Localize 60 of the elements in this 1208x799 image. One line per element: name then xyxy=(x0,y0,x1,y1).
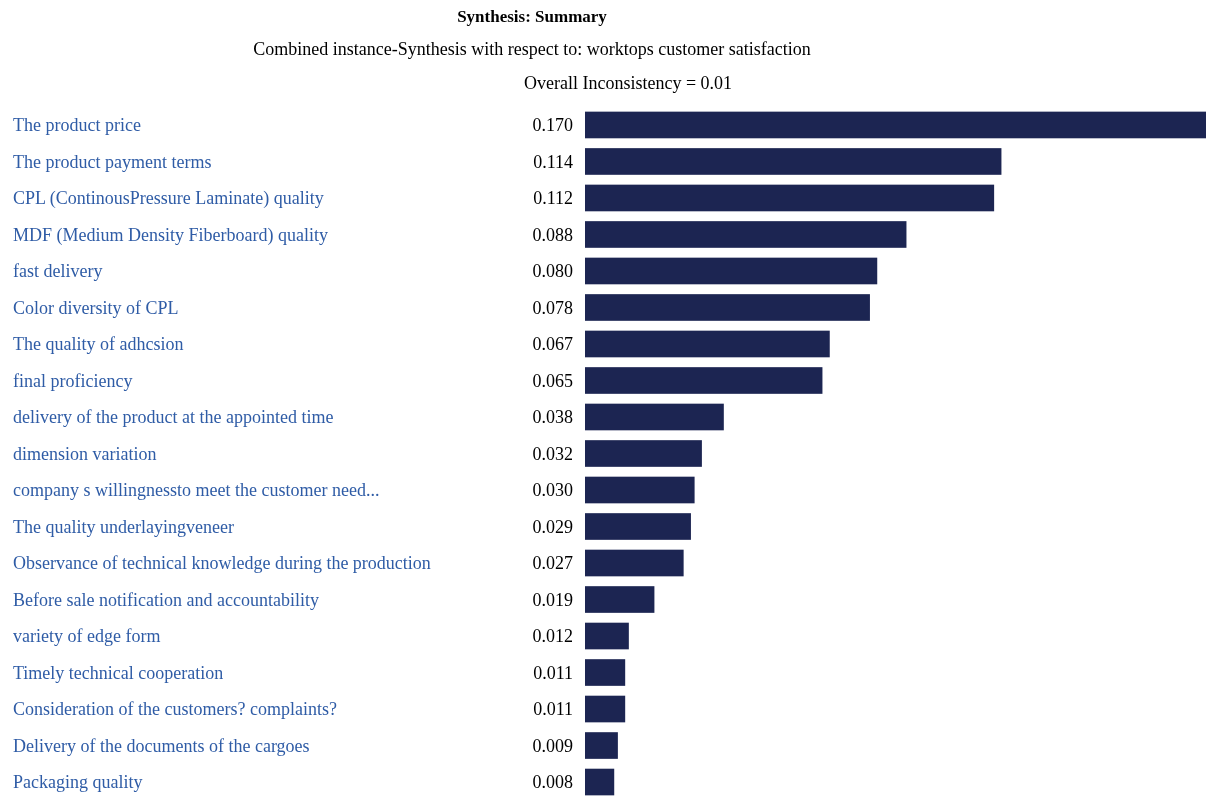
bar xyxy=(585,330,830,358)
data-label: 0.029 xyxy=(532,516,573,537)
bar xyxy=(585,440,702,467)
y-tick-label: The product price xyxy=(13,115,141,136)
bar xyxy=(585,257,878,285)
y-tick-label: The product payment terms xyxy=(13,151,212,172)
bar xyxy=(585,294,870,321)
y-tick-label: delivery of the product at the appointed time xyxy=(13,407,334,428)
data-label: 0.078 xyxy=(532,297,573,318)
y-tick-label: Before sale notification and accountability xyxy=(13,589,319,610)
bar xyxy=(585,476,695,504)
data-label: 0.027 xyxy=(532,553,573,574)
bar xyxy=(585,513,691,540)
data-label: 0.088 xyxy=(532,224,573,245)
data-label: 0.080 xyxy=(532,261,573,282)
data-label: 0.114 xyxy=(533,151,573,172)
y-tick-label: Timely technical cooperation xyxy=(13,662,224,683)
y-tick-label: company s willingnessto meet the customer need... xyxy=(13,480,380,501)
y-tick-label: dimension variation xyxy=(13,443,157,464)
y-tick-label: MDF (Medium Density Fiberboard) quality xyxy=(13,224,328,246)
bar xyxy=(585,184,995,212)
bar xyxy=(585,403,724,431)
data-label: 0.008 xyxy=(532,772,573,793)
bar xyxy=(585,549,684,577)
bar xyxy=(585,221,907,248)
bar xyxy=(585,622,629,650)
y-tick-label: Delivery of the documents of the cargoes xyxy=(13,735,310,756)
data-label: 0.065 xyxy=(532,370,573,391)
bar xyxy=(585,367,823,394)
bar xyxy=(585,732,618,759)
bar xyxy=(585,695,626,723)
data-label: 0.067 xyxy=(532,334,573,355)
y-tick-label: final proficiency xyxy=(13,370,133,391)
data-label: 0.011 xyxy=(533,699,573,720)
y-tick-label: fast delivery xyxy=(13,261,103,282)
data-label: 0.170 xyxy=(532,115,573,136)
y-tick-label: Color diversity of CPL xyxy=(13,297,179,318)
y-tick-label: variety of edge form xyxy=(13,626,161,647)
y-tick-label: Packaging quality xyxy=(13,772,143,793)
bar xyxy=(585,148,1002,175)
bar xyxy=(585,659,626,686)
data-label: 0.011 xyxy=(533,662,573,683)
data-label: 0.012 xyxy=(532,626,573,647)
chart-title: Synthesis: Summary xyxy=(457,7,608,26)
data-label: 0.030 xyxy=(532,480,573,501)
y-tick-label: CPL (ContinousPressure Laminate) quality xyxy=(13,188,324,210)
chart-subtitle: Combined instance-Synthesis with respect to: worktops customer satisfaction xyxy=(253,39,811,59)
bar xyxy=(585,586,655,613)
data-label: 0.112 xyxy=(533,188,573,209)
data-label: 0.009 xyxy=(532,735,573,756)
y-tick-label: Consideration of the customers? complaints? xyxy=(13,699,337,720)
text: Overall Inconsistency = 0.01 xyxy=(523,73,733,93)
bar xyxy=(585,768,615,796)
y-tick-label: The quality of adhcsion xyxy=(13,334,184,355)
data-label: 0.032 xyxy=(532,443,573,464)
y-tick-label: Observance of technical knowledge during the production xyxy=(13,553,431,574)
y-tick-label: The quality underlayingveneer xyxy=(13,516,234,537)
bar xyxy=(585,111,1206,139)
data-label: 0.019 xyxy=(532,589,573,610)
data-label: 0.038 xyxy=(532,407,573,428)
